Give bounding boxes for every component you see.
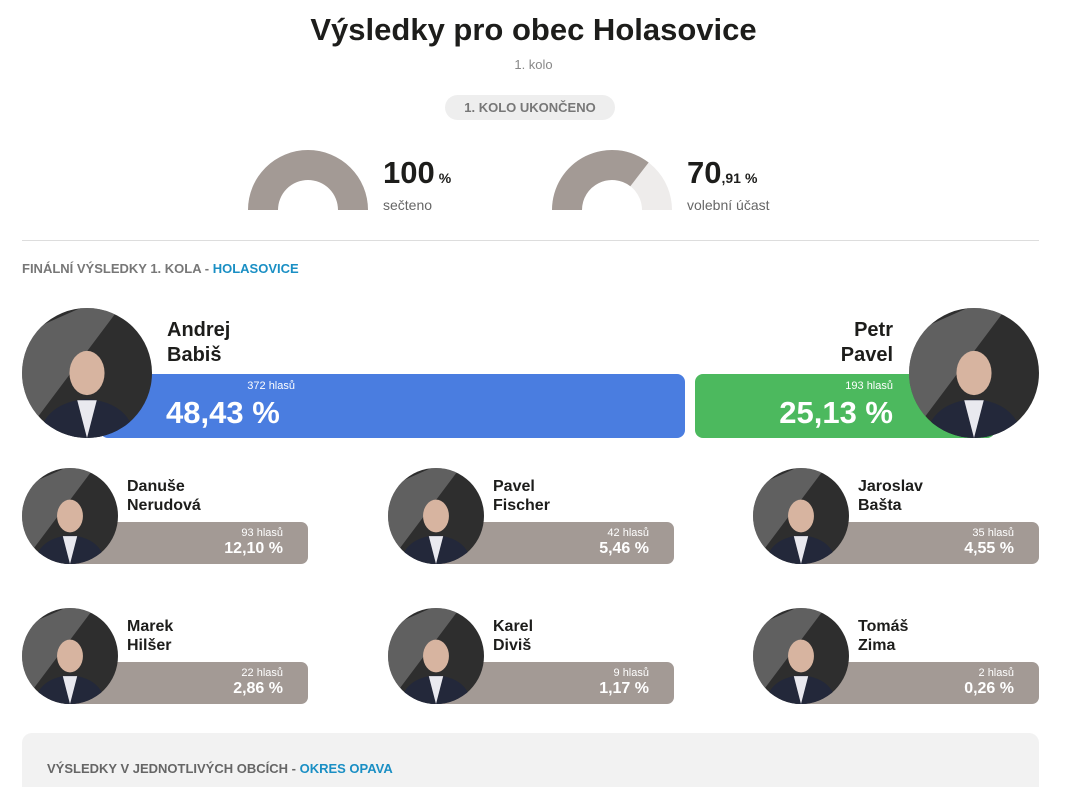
- photo-content: [22, 308, 152, 438]
- municipalities-box: VÝSLEDKY V JEDNOTLIVÝCH OBCÍCH - OKRES O…: [22, 733, 1039, 787]
- candidate-last-name: Diviš: [493, 637, 532, 654]
- candidate-photo: [22, 608, 118, 704]
- candidate-photo: [753, 608, 849, 704]
- value-part: 70: [687, 155, 722, 190]
- candidate-last-name: Fischer: [493, 497, 550, 514]
- gauge-value-text: 100%: [383, 155, 451, 191]
- gauge-label: volební účast: [687, 197, 770, 213]
- gauge-value-text: 70,91%: [687, 155, 757, 191]
- photo-head: [423, 639, 449, 673]
- photo-content: [388, 608, 484, 704]
- municipalities-heading: VÝSLEDKY V JEDNOTLIVÝCH OBCÍCH - OKRES O…: [47, 761, 393, 776]
- candidate-last-name: Babiš: [167, 344, 222, 366]
- gauge-value: [552, 150, 649, 210]
- photo-head: [956, 350, 992, 396]
- photo-head: [57, 639, 83, 673]
- value-part: %: [744, 170, 758, 186]
- vote-percent: 25,13 %: [779, 395, 893, 430]
- candidate-first-name: Danuše: [127, 478, 185, 495]
- photo-shirt: [428, 676, 444, 704]
- value-part: %: [438, 170, 452, 186]
- page-title: Výsledky pro obec Holasovice: [310, 12, 757, 47]
- section-heading: FINÁLNÍ VÝSLEDKY 1. KOLA - HOLASOVICE: [22, 261, 299, 276]
- photo-shirt: [428, 536, 444, 564]
- divider: [22, 240, 1039, 241]
- vote-count: 372 hlasů: [247, 380, 295, 392]
- candidate-first-name: Andrej: [167, 319, 231, 341]
- vote-percent: 4,55 %: [964, 540, 1014, 557]
- vote-percent: 2,86 %: [233, 680, 283, 697]
- value-part: 100: [383, 155, 435, 190]
- value-part: ,91: [721, 170, 741, 186]
- vote-percent: 5,46 %: [599, 540, 649, 557]
- candidate-first-name: Marek: [127, 618, 174, 635]
- photo-content: [388, 468, 484, 564]
- vote-percent: 0,26 %: [964, 680, 1014, 697]
- photo-content: [22, 608, 118, 704]
- gauge-label: sečteno: [383, 197, 433, 213]
- district-link[interactable]: OKRES OPAVA: [299, 761, 393, 776]
- candidate-first-name: Jaroslav: [858, 478, 923, 495]
- vote-percent: 1,17 %: [599, 680, 649, 697]
- candidate-first-name: Pavel: [493, 478, 535, 495]
- vote-percent: 48,43 %: [166, 395, 280, 430]
- candidate-first-name: Tomáš: [858, 618, 909, 635]
- photo-shirt: [964, 400, 984, 438]
- photo-head: [57, 499, 83, 533]
- candidate-last-name: Bašta: [858, 497, 902, 514]
- place-link[interactable]: HOLASOVICE: [212, 261, 299, 276]
- vote-count: 35 hlasů: [972, 527, 1014, 539]
- candidate-first-name: Petr: [854, 319, 893, 341]
- vote-count: 9 hlasů: [613, 667, 649, 679]
- candidate-photo: [22, 308, 152, 438]
- candidate-photo: [909, 308, 1039, 438]
- gauge-value: [248, 150, 368, 210]
- vote-count: 2 hlasů: [978, 667, 1014, 679]
- vote-count: 42 hlasů: [607, 527, 649, 539]
- candidate-last-name: Nerudová: [127, 497, 201, 514]
- candidate-photo: [22, 468, 118, 564]
- photo-head: [788, 639, 814, 673]
- gauge: [552, 150, 672, 210]
- candidate-photo: [388, 468, 484, 564]
- leader-bar: [100, 374, 685, 438]
- candidate-first-name: Karel: [493, 618, 534, 635]
- photo-shirt: [793, 676, 809, 704]
- round-label: 1. kolo: [514, 57, 553, 72]
- candidate-photo: [388, 608, 484, 704]
- status-pill: 1. KOLO UKONČENO: [445, 95, 615, 120]
- photo-content: [909, 308, 1039, 438]
- candidate-last-name: Hilšer: [127, 637, 172, 654]
- photo-head: [788, 499, 814, 533]
- photo-shirt: [77, 400, 97, 438]
- photo-head: [423, 499, 449, 533]
- candidate-last-name: Zima: [858, 637, 896, 654]
- photo-content: [22, 468, 118, 564]
- heading-text: FINÁLNÍ VÝSLEDKY 1. KOLA -: [22, 261, 210, 276]
- candidate-photo: [753, 468, 849, 564]
- photo-shirt: [62, 536, 78, 564]
- candidate-last-name: Pavel: [840, 344, 893, 366]
- photo-head: [69, 350, 105, 396]
- photo-content: [753, 608, 849, 704]
- heading-text: VÝSLEDKY V JEDNOTLIVÝCH OBCÍCH -: [47, 761, 296, 776]
- photo-shirt: [62, 676, 78, 704]
- photo-content: [753, 468, 849, 564]
- vote-percent: 12,10 %: [224, 540, 283, 557]
- vote-count: 93 hlasů: [241, 527, 283, 539]
- gauge: [248, 150, 368, 210]
- vote-count: 193 hlasů: [845, 380, 893, 392]
- vote-count: 22 hlasů: [241, 667, 283, 679]
- photo-shirt: [793, 536, 809, 564]
